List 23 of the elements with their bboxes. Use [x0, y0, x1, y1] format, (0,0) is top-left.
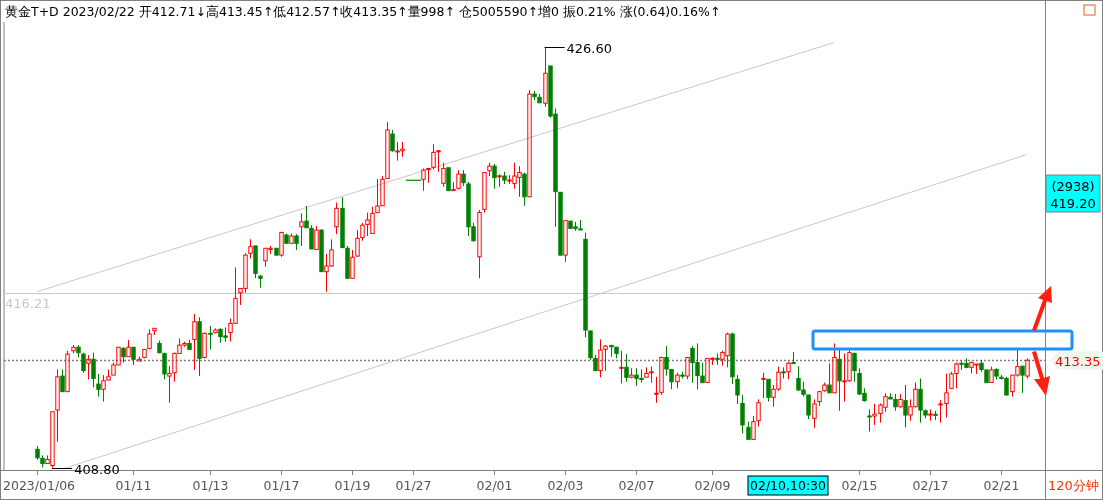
x-tick-label: 02/09 — [694, 478, 731, 493]
extreme-label: 426.60 — [544, 40, 613, 56]
x-tick-label: 2023/01/06 — [3, 478, 76, 493]
text: 419.20 — [1050, 196, 1096, 211]
chart-title: 黄金T+D 2023/02/22 开412.71↓高413.45↑低412.57↑收413.35↑量998↑ 仓5005590↑增0 振0.21% 涨(0.64)0.16%↑ — [5, 4, 721, 19]
x-tick-label: 01/17 — [263, 478, 300, 493]
text: 02/10,10:30 — [749, 478, 827, 493]
x-tick-label: 02/17 — [912, 478, 949, 493]
x-tick-label: 02/21 — [983, 478, 1020, 493]
annotation: 408.80 — [74, 461, 120, 477]
text: (2938) — [1051, 179, 1095, 194]
text: 120分钟 — [1048, 478, 1099, 493]
x-tick-label: 02/07 — [618, 478, 655, 493]
x-tick-label: 01/13 — [192, 478, 229, 493]
x-tick-label: 01/27 — [395, 478, 432, 493]
x-tick-label: 02/01 — [476, 478, 513, 493]
ref-line-label: 413.35 — [1055, 353, 1101, 369]
x-tick-label: 01/19 — [334, 478, 371, 493]
extreme-label: 408.80 — [51, 461, 120, 477]
x-tick-label: 02/03 — [547, 478, 584, 493]
x-tick-label: 01/11 — [115, 478, 152, 493]
annotation: 426.60 — [566, 40, 613, 56]
x-tick-label: 02/15 — [841, 478, 878, 493]
